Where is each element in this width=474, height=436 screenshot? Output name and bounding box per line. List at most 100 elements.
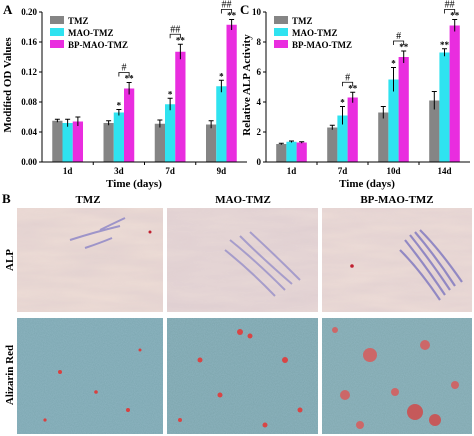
bar (439, 52, 450, 162)
bar (206, 124, 217, 162)
significance-mark: ** (125, 74, 135, 84)
significance-mark: * (168, 89, 173, 99)
bar (276, 144, 287, 162)
bar (72, 121, 83, 162)
legend-swatch (50, 40, 64, 48)
column-label-mao-tmz: MAO-TMZ (215, 194, 271, 206)
bar (154, 123, 165, 162)
y-axis-label: Relative ALP Activity (241, 34, 253, 136)
x-axis-label: Time (days) (106, 178, 162, 190)
y-tick-label: 8 (257, 37, 262, 47)
column-label-bp-mao-tmz: BP-MAO-TMZ (360, 194, 433, 206)
y-tick-label: 0 (257, 157, 262, 167)
panel-label-b: B (2, 191, 11, 206)
comparison-bracket (169, 33, 181, 39)
panel-label-c: C (240, 2, 249, 17)
bar (165, 104, 176, 162)
row-label-alp: ALP (4, 249, 16, 271)
bar (62, 123, 73, 162)
significance-mark: * (117, 101, 122, 111)
row-label-alizarin-red: Alizarin Red (4, 345, 16, 405)
y-tick-label: 10 (252, 7, 262, 17)
x-tick-label: 1d (287, 166, 297, 176)
x-tick-label: 1d (63, 166, 73, 176)
comparison-bracket (118, 72, 130, 77)
bar (216, 86, 227, 162)
bar (388, 79, 399, 162)
micrograph-alp-mao-tmz (167, 208, 318, 312)
x-tick-label: 14d (437, 166, 451, 176)
x-tick-label: 3d (114, 166, 124, 176)
legend: TMZ MAO-TMZ BP-MAO-TMZ (50, 16, 128, 50)
x-axis-label: Time (days) (339, 178, 395, 190)
significance-mark: ** (348, 83, 358, 93)
legend-label: TMZ (68, 16, 89, 26)
micrograph-alp-tmz (17, 208, 163, 312)
y-tick-label: 0.04 (21, 127, 37, 137)
y-axis-label: Modified OD Values (2, 37, 14, 133)
chart-alp-activity: C Relative ALP Activity Time (days) 0 2 4 6… (240, 0, 470, 190)
bar (175, 51, 186, 162)
micrograph-panel: B TMZ MAO-TMZ BP-MAO-TMZ ALP Alizarin Re… (2, 191, 472, 434)
comparison-bracket (342, 81, 354, 87)
legend-swatch (274, 28, 288, 36)
y-tick-label: 6 (257, 67, 262, 77)
bar (337, 115, 348, 162)
y-tick-label: 0.08 (21, 97, 37, 107)
micrograph-alizarin-mao-tmz (167, 318, 318, 434)
legend-label: TMZ (292, 16, 313, 26)
x-tick-label: 7d (165, 166, 175, 176)
legend: TMZ MAO-TMZ BP-MAO-TMZ (274, 16, 352, 50)
legend-label: MAO-TMZ (68, 28, 114, 38)
comparison-mark: # (345, 72, 350, 83)
bar (378, 112, 389, 162)
bar (429, 100, 440, 162)
significance-mark: ** (450, 11, 460, 21)
comparison-mark: # (122, 63, 127, 74)
chart-od-values: A Modified OD Values Time (days) 0.00 0.0… (2, 0, 247, 190)
comparison-mark: ## (445, 0, 455, 11)
y-tick-label: 4 (257, 97, 262, 107)
micrograph-alizarin-tmz (17, 318, 163, 434)
bar (103, 123, 114, 162)
micrograph-alizarin-bp-mao-tmz (322, 318, 472, 434)
significance-mark: * (219, 71, 224, 81)
y-tick-label: 0.00 (21, 157, 37, 167)
comparison-mark: # (396, 31, 401, 42)
bar (226, 24, 237, 162)
legend-label: BP-MAO-TMZ (292, 40, 352, 50)
bar (286, 141, 297, 162)
panel-label-a: A (3, 2, 13, 17)
bar (113, 112, 124, 162)
bar (449, 25, 460, 162)
significance-mark: ** (227, 11, 237, 21)
column-label-tmz: TMZ (75, 194, 100, 206)
comparison-mark: ## (222, 0, 232, 11)
comparison-bracket (393, 40, 405, 45)
bar (398, 57, 409, 162)
significance-mark: ** (399, 42, 409, 52)
significance-mark: * (391, 59, 396, 69)
bar (296, 142, 307, 162)
y-tick-label: 2 (257, 127, 262, 137)
bar (52, 120, 63, 162)
legend-swatch (50, 16, 64, 24)
bar (327, 127, 338, 162)
bar (347, 97, 358, 162)
comparison-mark: ## (170, 24, 180, 35)
significance-mark: * (340, 98, 345, 108)
y-tick-label: 0.20 (21, 7, 37, 17)
comparison-bracket (444, 9, 456, 14)
x-tick-label: 7d (338, 166, 348, 176)
y-tick-label: 0.16 (21, 37, 37, 47)
comparison-bracket (220, 9, 233, 14)
legend-label: BP-MAO-TMZ (68, 40, 128, 50)
legend-swatch (274, 16, 288, 24)
significance-mark: ** (440, 40, 450, 50)
x-tick-label: 10d (386, 166, 400, 176)
legend-swatch (50, 28, 64, 36)
bar (124, 88, 135, 162)
significance-mark: ** (176, 35, 186, 45)
micrograph-alp-bp-mao-tmz (322, 208, 472, 312)
